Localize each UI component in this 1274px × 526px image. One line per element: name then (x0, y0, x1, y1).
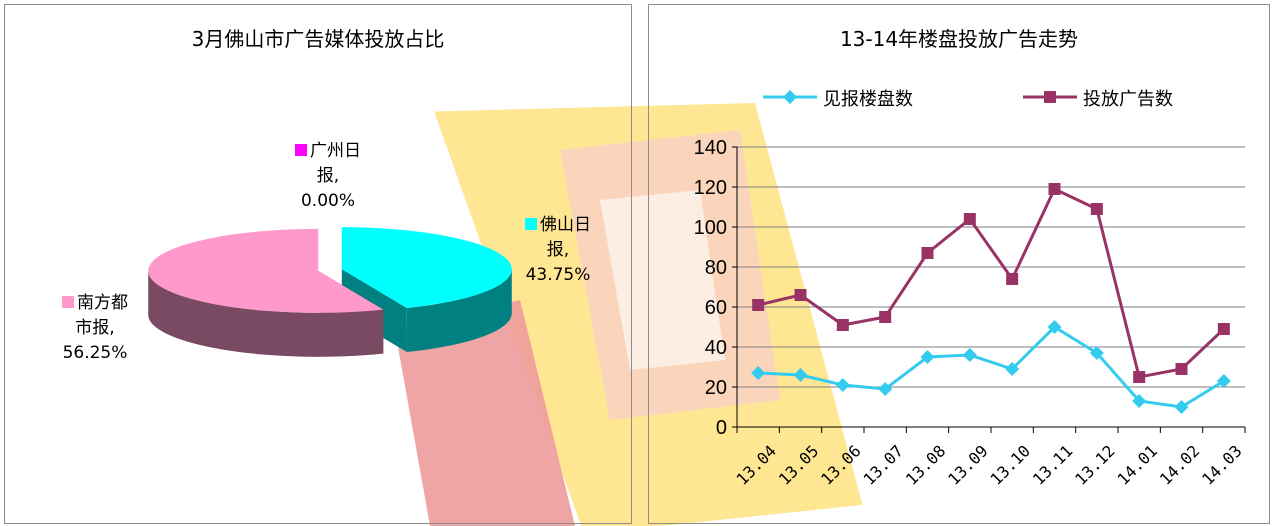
y-tick-label: 80 (705, 257, 727, 279)
pie-slice-side (406, 269, 512, 352)
x-tick-label: 13.07 (860, 441, 907, 488)
pie-slice-top (148, 228, 384, 313)
data-point-diamond (962, 348, 977, 362)
data-point-diamond (1174, 400, 1189, 414)
pie-slice-side (148, 270, 384, 357)
data-point-square (879, 311, 892, 323)
nanfang-swatch (62, 296, 74, 308)
line-chart-panel: 13-14年楼盘投放广告走势 0 20 40 60 80 100 120 140 13.04 13… (648, 4, 1270, 524)
data-point-diamond (878, 382, 893, 396)
series-line (758, 325, 1225, 409)
data-point-square (1090, 203, 1103, 215)
legend-label-toufang: 投放广告数 (1083, 89, 1173, 110)
y-tick-label: 60 (705, 297, 727, 319)
data-point-square (1133, 371, 1146, 383)
y-tick-label: 100 (694, 217, 727, 239)
x-tick-label: 13.10 (987, 441, 1034, 488)
pie-chart-svg (148, 227, 512, 357)
data-point-diamond (1132, 394, 1147, 408)
data-point-square (1006, 273, 1019, 285)
legend-marker-toufang (1044, 91, 1056, 103)
x-tick-label: 13.05 (775, 441, 822, 488)
data-point-square (1217, 323, 1230, 335)
y-tick-label: 40 (705, 337, 727, 359)
data-point-diamond (920, 350, 935, 364)
pie-label-guangzhou: 广州日 报, 0.00% (273, 139, 383, 214)
x-tick-label: 14.01 (1114, 441, 1161, 488)
data-point-diamond (835, 378, 850, 392)
x-tick-label: 13.11 (1029, 441, 1076, 488)
data-point-square (836, 319, 849, 331)
data-point-diamond (1216, 374, 1231, 388)
x-tick-label: 14.02 (1156, 441, 1203, 488)
line-chart-title: 13-14年楼盘投放广告走势 (839, 27, 1079, 51)
guangzhou-swatch (295, 144, 307, 156)
pie-label-nanfang: 南方都 市报, 56.25% (62, 293, 128, 363)
pie-slice-top (341, 227, 512, 308)
data-point-diamond (1047, 320, 1062, 334)
y-tick-label: 0 (716, 417, 727, 439)
x-tick-label: 13.06 (817, 441, 864, 488)
x-tick-label: 13.04 (733, 441, 780, 488)
data-point-square (921, 247, 934, 259)
x-tick-label: 13.08 (902, 441, 949, 488)
x-tick-label: 14.03 (1198, 441, 1245, 488)
data-point-diamond (751, 366, 766, 380)
data-point-diamond (793, 368, 808, 382)
legend-label-jianbao: 见报楼盘数 (823, 89, 913, 110)
series-line (757, 187, 1225, 379)
data-point-diamond (1089, 346, 1104, 360)
legend-marker-jianbao (783, 90, 797, 104)
line-chart-svg: 02040608010012014013.0413.0513.0613.0713… (694, 90, 1246, 489)
data-point-diamond (1005, 362, 1020, 376)
y-tick-label: 120 (694, 177, 727, 199)
data-point-square (1048, 183, 1061, 195)
pie-label-foshan: 佛山日 报, 43.75% (525, 215, 591, 285)
data-point-square (752, 299, 765, 311)
y-tick-label: 140 (694, 137, 727, 159)
x-tick-label: 13.12 (1071, 441, 1118, 488)
x-tick-label: 13.09 (944, 441, 991, 488)
foshan-swatch (525, 218, 537, 230)
data-point-square (794, 289, 807, 301)
pie-chart-title: 3月佛山市广告媒体投放占比 (191, 27, 445, 51)
data-point-square (1175, 363, 1188, 375)
y-tick-label: 20 (705, 377, 727, 399)
pie-chart-panel: 3月佛山市广告媒体投放占比 广州日 报, 0.00% 佛山日 报, 43.75%… (4, 4, 632, 524)
data-point-square (963, 213, 976, 225)
